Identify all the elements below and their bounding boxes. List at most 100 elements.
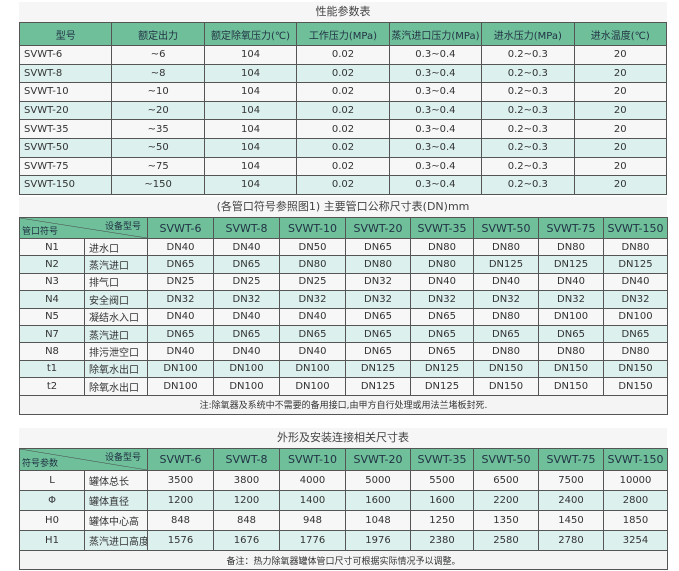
model-cell: SVWT-50: [18, 137, 113, 158]
column-header: 进水温度(℃): [573, 22, 668, 46]
value-cell: 3254: [603, 530, 668, 551]
name-cell: 罐体中心高: [84, 510, 148, 531]
value-cell: DN150: [538, 377, 604, 396]
value-cell: 104: [203, 45, 298, 65]
value-cell: DN32: [473, 290, 539, 309]
value-cell: 0.2~0.3: [481, 175, 575, 195]
value-cell: 0.3~0.4: [388, 82, 483, 102]
performance-table-block: 性能参数表 型号 额定出力 额定除氧压力(℃) 工作压力(MPa) 蒸汽进口压力(MPa…: [18, 2, 668, 195]
column-header: 额定出力: [111, 22, 205, 46]
value-cell: DN80: [473, 307, 539, 326]
table-row: SVWT-8 ~8 104 0.02 0.3~0.4 0.2~0.3 20: [18, 63, 668, 84]
value-cell: 0.3~0.4: [388, 45, 483, 65]
name-cell: 蒸汽进口高度: [84, 530, 148, 551]
value-cell: 0.2~0.3: [481, 45, 575, 65]
corner-top-label: 设备型号: [104, 222, 141, 232]
value-cell: 848: [213, 510, 280, 531]
value-cell: 0.2~0.3: [481, 82, 575, 102]
value-cell: DN40: [213, 307, 280, 326]
value-cell: 1200: [213, 490, 280, 511]
value-cell: 20: [573, 137, 668, 158]
model-header: SVWT-20: [345, 448, 411, 471]
symbol-cell: N8: [19, 342, 85, 361]
value-cell: DN125: [603, 255, 668, 274]
model-header: SVWT-8: [213, 448, 280, 471]
value-cell: 0.3~0.4: [388, 63, 483, 84]
table-row: H1 蒸汽进口高度 1576 1676 1776 1976 2380 2580 2780 3254: [19, 530, 668, 551]
value-cell: DN40: [279, 342, 346, 361]
value-cell: 20: [573, 119, 668, 139]
value-cell: DN65: [345, 237, 411, 257]
value-cell: 0.3~0.4: [388, 100, 483, 121]
value-cell: 20: [573, 63, 668, 84]
value-cell: DN40: [603, 272, 668, 292]
value-cell: 6500: [473, 470, 539, 491]
symbol-cell: Φ: [19, 490, 85, 511]
value-cell: 104: [203, 63, 298, 84]
symbol-cell: L: [19, 470, 85, 491]
value-cell: 0.3~0.4: [388, 156, 483, 177]
value-cell: DN100: [213, 377, 280, 396]
symbol-cell: H0: [19, 510, 85, 531]
table-row: SVWT-150 ~150 104 0.02 0.3~0.4 0.2~0.3 20: [18, 175, 668, 195]
table-row: H0 罐体中心高 848 848 948 1048 1250 1350 1450 1850: [19, 510, 668, 531]
value-cell: 1600: [345, 490, 411, 511]
value-cell: 0.2~0.3: [481, 119, 575, 139]
model-cell: SVWT-35: [18, 119, 113, 139]
value-cell: 1776: [279, 530, 346, 551]
table-row: N5 凝结水入口 DN40 DN40 DN40 DN65 DN65 DN80 DN100 DN10…: [19, 307, 668, 326]
value-cell: DN40: [147, 342, 214, 361]
performance-table-title: 性能参数表: [19, 2, 667, 22]
dimension-table-block: 外形及安装连接相关尺寸表 设备型号 符号参数 SVWT-6 SVWT-8 SVWT-10…: [19, 428, 668, 570]
value-cell: 20: [573, 82, 668, 102]
value-cell: 104: [203, 82, 298, 102]
value-cell: DN80: [603, 237, 668, 257]
performance-table: 型号 额定出力 额定除氧压力(℃) 工作压力(MPa) 蒸汽进口压力(MPa) 进水压力(…: [18, 22, 668, 195]
value-cell: DN80: [538, 342, 604, 361]
value-cell: 1600: [410, 490, 474, 511]
model-header: SVWT-50: [473, 217, 539, 239]
symbol-cell: N1: [19, 237, 85, 257]
value-cell: 2200: [473, 490, 539, 511]
value-cell: 20: [573, 45, 668, 65]
table-row: N4 安全阀口 DN32 DN32 DN32 DN32 DN32 DN32 DN32 DN32: [19, 290, 668, 309]
value-cell: DN65: [345, 324, 411, 344]
header-row: 设备型号 符号参数 SVWT-6 SVWT-8 SVWT-10 SVWT-20 SVWT-3…: [19, 448, 668, 471]
value-cell: 0.02: [296, 137, 390, 158]
table-row: SVWT-20 ~20 104 0.02 0.3~0.4 0.2~0.3 20: [18, 100, 668, 121]
value-cell: DN125: [473, 255, 539, 274]
value-cell: ~75: [111, 156, 205, 177]
value-cell: DN32: [279, 290, 346, 309]
model-header: SVWT-75: [538, 448, 604, 471]
column-header: 额定除氧压力(℃): [203, 22, 298, 46]
value-cell: 1976: [345, 530, 411, 551]
value-cell: DN80: [410, 255, 474, 274]
table-row: N2 蒸汽进口 DN65 DN65 DN80 DN80 DN80 DN125 DN125 DN12…: [19, 255, 668, 274]
model-header: SVWT-10: [279, 448, 346, 471]
value-cell: DN25: [279, 272, 346, 292]
value-cell: DN125: [410, 377, 474, 396]
value-cell: DN25: [147, 272, 214, 292]
value-cell: DN125: [345, 359, 411, 379]
value-cell: DN125: [538, 255, 604, 274]
value-cell: 104: [203, 175, 298, 195]
model-header: SVWT-6: [147, 448, 214, 471]
corner-bottom-label: 管口符号: [22, 227, 59, 237]
model-header: SVWT-150: [603, 448, 668, 471]
column-header: 工作压力(MPa): [296, 22, 390, 46]
model-header: SVWT-35: [410, 448, 474, 471]
value-cell: DN65: [410, 342, 474, 361]
table-row: N3 排气口 DN25 DN25 DN25 DN32 DN40 DN40 DN40 DN40: [19, 272, 668, 292]
model-cell: SVWT-6: [18, 45, 113, 65]
value-cell: DN65: [603, 324, 668, 344]
value-cell: 0.02: [296, 175, 390, 195]
value-cell: DN125: [345, 377, 411, 396]
name-cell: 蒸汽进口: [84, 324, 148, 344]
table-row: N7 蒸汽进口 DN65 DN65 DN65 DN65 DN65 DN65 DN65 DN65: [19, 324, 668, 344]
value-cell: DN65: [213, 324, 280, 344]
symbol-cell: N5: [19, 307, 85, 326]
value-cell: 1350: [473, 510, 539, 531]
value-cell: DN80: [279, 255, 346, 274]
value-cell: 0.2~0.3: [481, 100, 575, 121]
value-cell: 1048: [345, 510, 411, 531]
